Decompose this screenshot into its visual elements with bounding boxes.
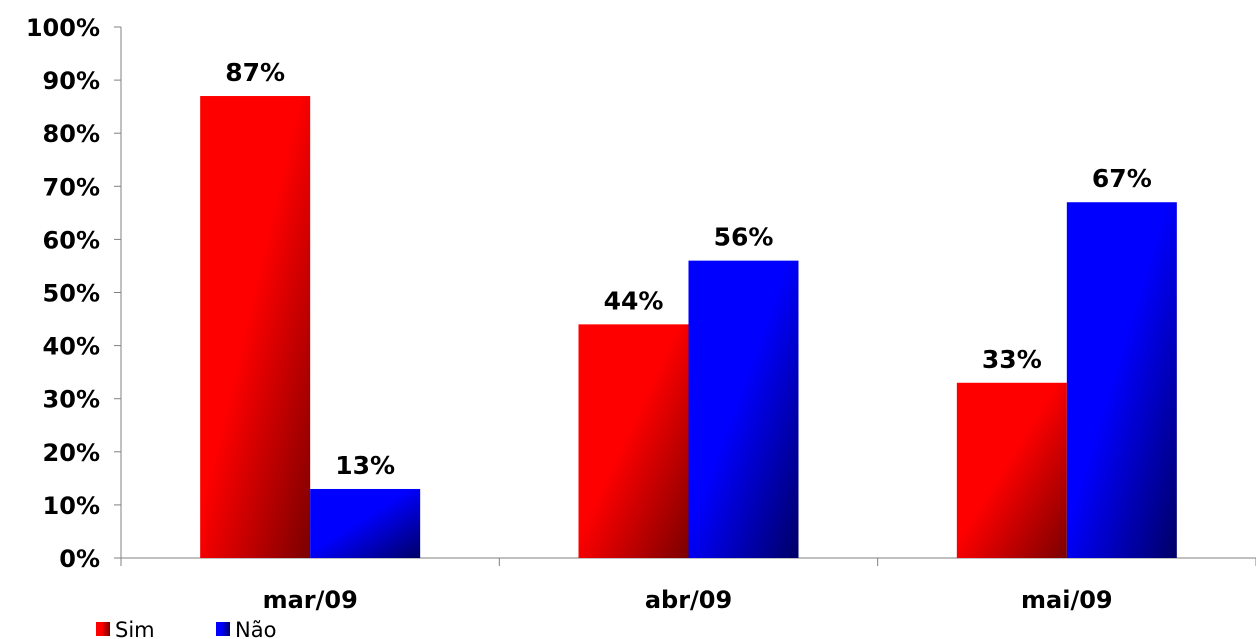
x-tick-label: mai/09: [1021, 586, 1113, 614]
bar-nao-abr-09: [688, 260, 799, 558]
legend-label: Não: [235, 618, 276, 639]
y-tick-label: 100%: [26, 14, 100, 42]
data-label: 87%: [225, 58, 285, 87]
y-tick-label: 70%: [43, 173, 100, 201]
y-tick-label: 20%: [43, 439, 100, 467]
y-tick-label: 60%: [43, 226, 100, 254]
data-label: 13%: [335, 451, 395, 480]
legend: Sim Não: [96, 618, 276, 639]
y-tick-label: 30%: [43, 386, 100, 414]
y-tick-label: 10%: [43, 492, 100, 520]
bars: [200, 96, 1177, 559]
data-label: 56%: [714, 223, 774, 252]
x-tick-label: abr/09: [645, 586, 732, 614]
data-label: 67%: [1092, 164, 1152, 193]
bar-sim-mar-09: [200, 96, 311, 558]
y-tick-label: 50%: [43, 280, 100, 308]
data-labels: 87% 13% 44% 56% 33% 67%: [225, 58, 1152, 480]
bar-sim-abr-09: [578, 324, 689, 558]
bar-sim-mai-09: [956, 382, 1067, 558]
data-label: 33%: [982, 345, 1042, 374]
y-tick-label: 90%: [43, 67, 100, 95]
bar-nao-mai-09: [1066, 202, 1177, 559]
x-tick-label: mar/09: [263, 586, 358, 614]
legend-label: Sim: [115, 618, 155, 639]
data-label: 44%: [604, 286, 664, 315]
y-tick-label: 0%: [59, 545, 100, 573]
legend-swatch: [216, 622, 230, 636]
y-tick-label: 40%: [43, 333, 100, 361]
axes: 0% 10% 20% 30% 40% 50% 60% 70% 80% 90% 100% mar/09 a…: [26, 14, 1256, 614]
y-tick-label: 80%: [43, 120, 100, 148]
legend-swatch: [96, 622, 110, 636]
bar-nao-mar-09: [310, 488, 421, 558]
